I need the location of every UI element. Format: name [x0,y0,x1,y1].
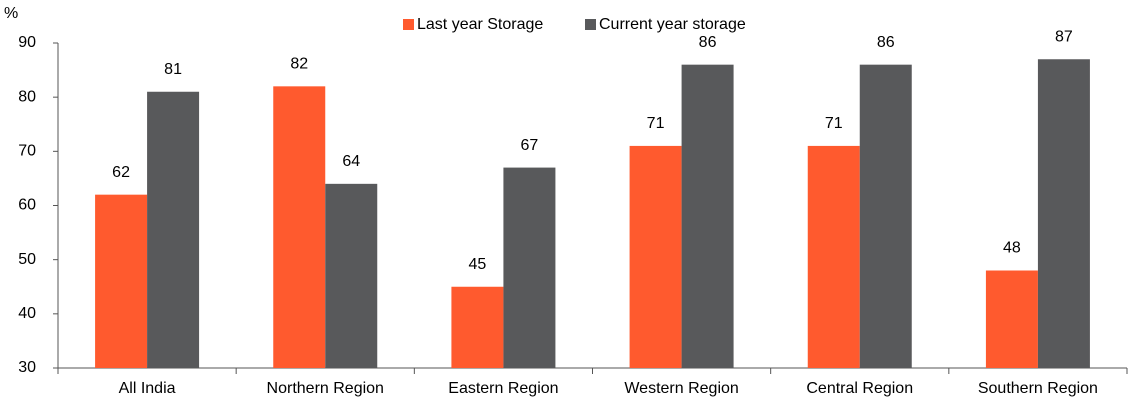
value-label: 71 [647,115,665,132]
legend-swatch [403,19,414,30]
x-tick-label: Central Region [806,380,913,397]
value-label: 48 [1003,240,1021,257]
y-tick-label: 70 [18,143,36,160]
value-label: 67 [521,137,539,154]
y-tick-label: 30 [18,359,36,376]
x-tick-label: Northern Region [267,380,384,397]
x-tick-label: Eastern Region [448,380,558,397]
bar [985,270,1038,368]
y-tick-label: 90 [18,34,36,51]
bar [807,145,860,368]
x-tick-label: All India [119,380,176,397]
y-tick-label: 40 [18,305,36,322]
x-tick-label: Southern Region [978,380,1098,397]
value-label: 45 [469,256,487,273]
legend-swatch [585,19,596,30]
bar [273,86,326,368]
bar [325,183,378,368]
bar [859,64,912,369]
value-label: 81 [164,61,182,78]
y-axis-label: % [4,5,18,22]
y-tick-label: 50 [18,251,36,268]
x-tick-label: Western Region [624,380,738,397]
value-label: 87 [1055,28,1073,45]
value-label: 82 [290,56,308,73]
bar [681,64,734,369]
bar [503,167,556,368]
bar [147,91,200,368]
bar [451,286,504,368]
value-label: 64 [342,153,360,170]
bar [1037,59,1090,368]
legend-label: Current year storage [599,16,746,33]
y-tick-label: 80 [18,88,36,105]
legend-label: Last year Storage [417,16,543,33]
value-label: 71 [825,115,843,132]
value-label: 86 [699,34,717,51]
bar [629,145,682,368]
y-tick-label: 60 [18,197,36,214]
value-label: 62 [112,164,130,181]
bar [95,194,148,368]
value-label: 86 [877,34,895,51]
